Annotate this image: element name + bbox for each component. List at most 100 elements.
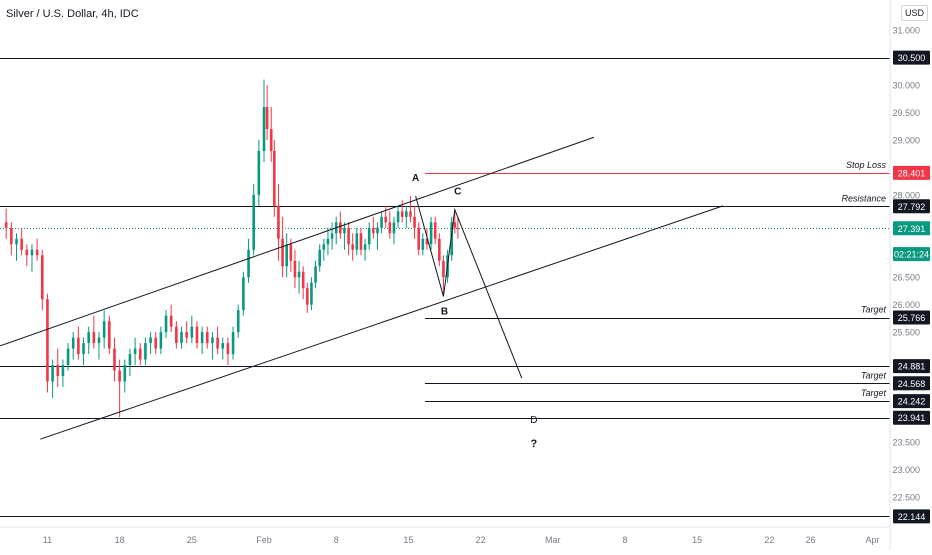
pattern-point-label: D xyxy=(530,415,537,426)
level-annotation: Target xyxy=(861,388,887,398)
candle-body xyxy=(359,233,363,250)
x-tick-label: 8 xyxy=(334,535,339,545)
candle-body xyxy=(363,244,367,250)
candle-body xyxy=(433,222,437,239)
candle-body xyxy=(380,216,383,228)
candles xyxy=(4,79,460,418)
candle-body xyxy=(339,222,342,234)
candle-body xyxy=(175,326,178,344)
abcd-pattern-line xyxy=(415,195,523,379)
level-annotation: Resistance xyxy=(841,193,886,203)
candle-body xyxy=(61,365,65,377)
candle-body xyxy=(123,365,127,382)
candle-body xyxy=(388,222,392,234)
candle-body xyxy=(367,227,371,245)
currency-button[interactable]: USD xyxy=(901,5,929,21)
candle-body xyxy=(200,332,204,344)
level-annotation: Target xyxy=(861,370,887,380)
candle-body xyxy=(269,129,273,151)
candle-body xyxy=(306,288,309,305)
candle-body xyxy=(396,211,400,223)
candle-body xyxy=(46,299,49,382)
price-label-text: 24.881 xyxy=(898,362,926,372)
price-label-text: 02:21:24 xyxy=(894,250,929,260)
y-tick-label: 26.500 xyxy=(892,273,920,283)
candle-body xyxy=(297,271,301,278)
candle-body xyxy=(82,343,85,355)
candle-body xyxy=(35,249,39,256)
candle-body xyxy=(221,343,225,349)
channel-line xyxy=(0,136,595,347)
candle-body xyxy=(343,227,346,234)
candle-body xyxy=(169,315,173,327)
price-label-text: 24.242 xyxy=(898,397,926,407)
candle-body xyxy=(4,222,8,228)
candle-body xyxy=(289,244,293,261)
price-label-text: 22.144 xyxy=(898,512,926,522)
candle-body xyxy=(190,326,194,338)
price-label-box xyxy=(893,165,930,180)
candle-body xyxy=(442,260,445,278)
candle-body xyxy=(92,332,96,344)
annotations: A B C D? Stop Loss Resistance Target Target Targ… xyxy=(412,160,887,450)
candle-body xyxy=(318,249,321,267)
y-tick-label: 29.000 xyxy=(892,135,920,145)
candle-body xyxy=(216,337,219,349)
candle-body xyxy=(285,244,288,267)
candle-body xyxy=(293,260,297,278)
candle-body xyxy=(231,332,235,355)
candle-body xyxy=(25,249,29,256)
candle-body xyxy=(97,337,101,344)
candle-body xyxy=(30,249,34,256)
y-tick-label: 30.000 xyxy=(892,81,920,91)
candle-body xyxy=(351,244,354,250)
price-label-text: 27.391 xyxy=(898,224,926,234)
candle-body xyxy=(15,238,18,245)
candle-body xyxy=(211,337,214,344)
candle-body xyxy=(453,222,457,228)
x-tick-label: Apr xyxy=(865,535,879,545)
candle-body xyxy=(51,365,54,382)
price-label-box xyxy=(893,310,930,325)
candle-body xyxy=(87,332,90,344)
price-label-box xyxy=(893,50,930,65)
candle-body xyxy=(159,332,163,349)
time-axis: 11 18 25 Feb 8 15 22 Mar 8 15 22 26 Apr xyxy=(0,526,890,545)
candle-body xyxy=(384,216,388,223)
price-label-text: 24.568 xyxy=(898,379,926,389)
pattern-point-label: B xyxy=(441,306,448,317)
candle-body xyxy=(265,107,269,130)
price-label-text: 30.500 xyxy=(898,53,926,63)
candle-body xyxy=(133,348,137,355)
y-tick-label: 22.500 xyxy=(892,492,920,502)
x-tick-label: 15 xyxy=(403,535,413,545)
candle-body xyxy=(417,227,421,250)
candle-body xyxy=(438,238,441,261)
price-label-box xyxy=(893,199,930,214)
price-label-text: 25.766 xyxy=(898,313,926,323)
candle-body xyxy=(118,370,121,382)
candle-body xyxy=(154,337,158,349)
candle-body xyxy=(242,277,245,311)
pattern-point-label: ? xyxy=(530,438,537,450)
x-tick-label: 22 xyxy=(764,535,774,545)
candle-body xyxy=(149,337,152,344)
candle-body xyxy=(113,348,116,371)
candle-body xyxy=(66,348,70,366)
price-label-box xyxy=(893,247,930,262)
candle-body xyxy=(185,332,188,338)
candle-body xyxy=(421,238,425,250)
candle-body xyxy=(252,194,255,250)
price-label-box xyxy=(893,394,930,409)
y-tick-label: 29.500 xyxy=(892,108,920,118)
candle-body xyxy=(405,211,408,217)
price-labels: 30.500 28.401 27.792 27.391 02:21:24 25.766 24… xyxy=(893,50,930,524)
x-tick-label: 15 xyxy=(692,535,702,545)
candle-body xyxy=(409,211,412,217)
x-tick-label: 22 xyxy=(476,535,486,545)
price-label-box xyxy=(893,359,930,374)
candle-body xyxy=(226,343,230,355)
price-label-box xyxy=(893,410,930,425)
